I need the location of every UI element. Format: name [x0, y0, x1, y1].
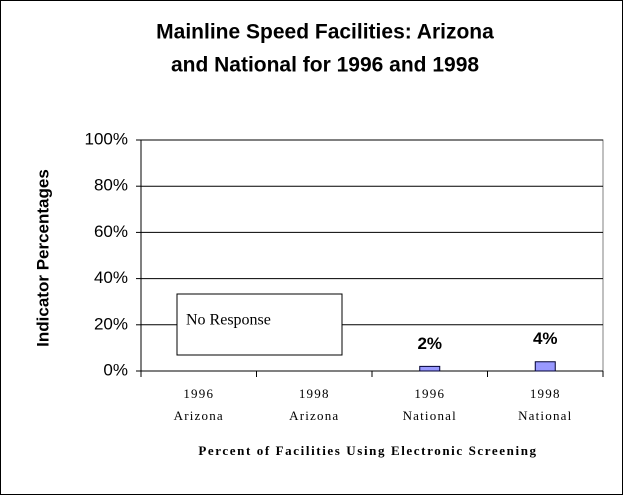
x-axis-label: Percent of Facilities Using Electronic S… [198, 443, 537, 458]
x-tick-label: National [518, 408, 572, 423]
x-tick-label: Arizona [174, 408, 224, 423]
x-tick-label: 1996 [414, 386, 445, 401]
data-label: 2% [417, 334, 442, 353]
annotation: No Response [186, 312, 271, 329]
y-tick-label: 20% [94, 314, 128, 333]
data-label: 4% [533, 329, 558, 348]
chart-title: and National for 1996 and 1998 [171, 54, 479, 77]
chart-title: Mainline Speed Facilities: Arizona [156, 21, 494, 44]
y-tick-label: 0% [103, 360, 128, 379]
y-tick-label: 80% [94, 176, 128, 195]
x-tick-label: 1996 [183, 386, 214, 401]
y-tick-label: 60% [94, 222, 128, 241]
bar [419, 365, 441, 372]
annotation-box [176, 293, 343, 356]
y-axis-label: Indicator Percentages [33, 169, 52, 347]
bar [534, 361, 556, 372]
y-tick-label: 100% [85, 129, 128, 148]
x-tick-label: National [403, 408, 457, 423]
x-tick-label: 1998 [299, 386, 330, 401]
y-tick-label: 40% [94, 268, 128, 287]
x-tick-label: 1998 [530, 386, 561, 401]
x-tick-label: Arizona [289, 408, 339, 423]
